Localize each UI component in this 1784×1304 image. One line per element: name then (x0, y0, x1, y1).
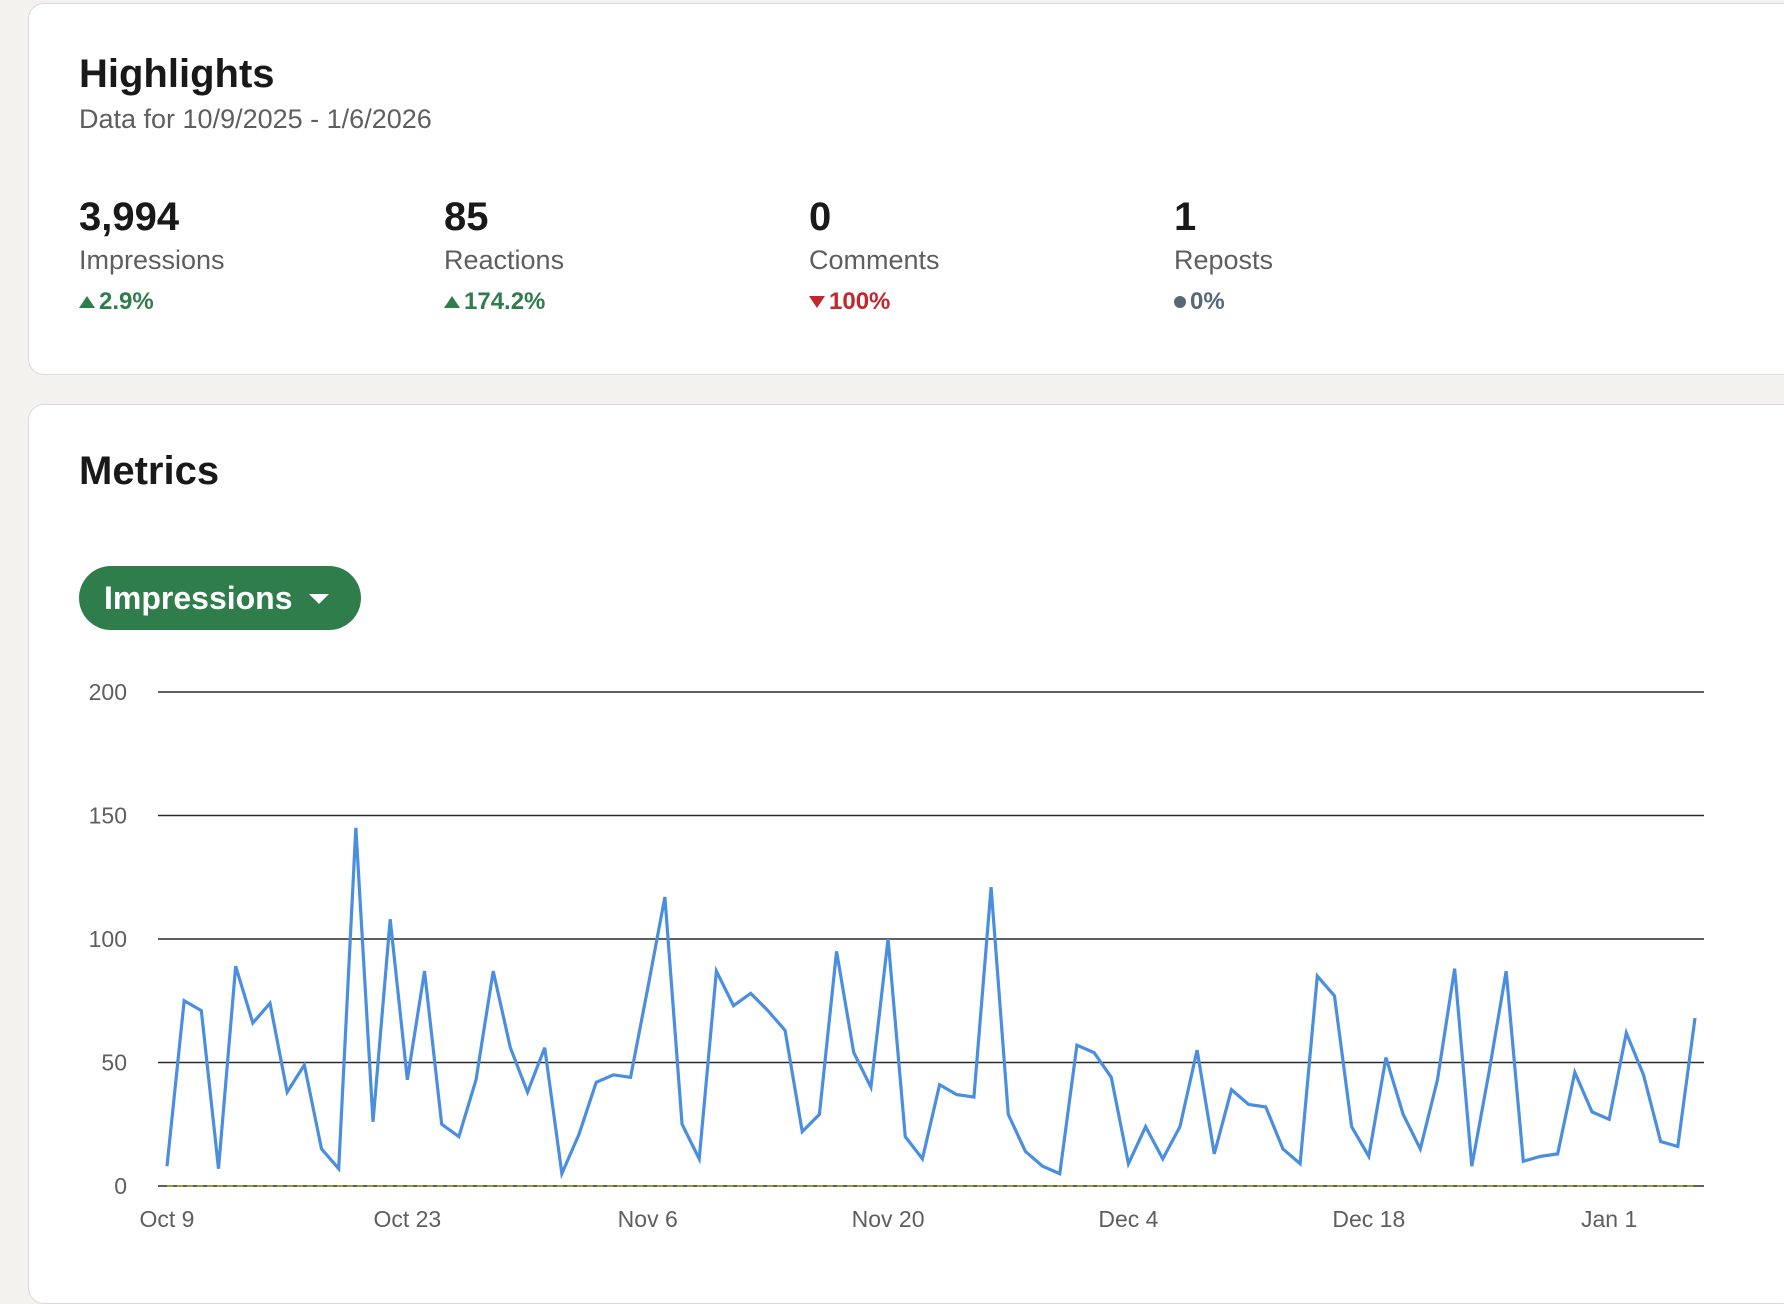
y-tick-label: 100 (89, 926, 127, 952)
neutral-dot-icon (1174, 296, 1186, 308)
stat-change-value: 0% (1190, 288, 1225, 315)
stat-label: Reactions (444, 245, 565, 275)
stat-change: 0% (1174, 288, 1574, 316)
stat-label: Impressions (79, 245, 225, 275)
stat-label: Reposts (1174, 245, 1274, 275)
stat-reactions[interactable]: 85 Reactions 174.2% (444, 194, 844, 316)
highlights-card: Highlights Data for 10/9/2025 - 1/6/2026… (28, 3, 1784, 375)
stat-value: 0 (809, 195, 832, 239)
stat-change-value: 2.9% (99, 288, 154, 315)
stat-change: 174.2% (444, 288, 844, 316)
x-tick-label: Jan 1 (1581, 1206, 1637, 1232)
y-tick-label: 150 (89, 803, 127, 829)
x-tick-label: Oct 23 (373, 1206, 441, 1232)
stat-change: 2.9% (79, 288, 479, 316)
y-tick-label: 200 (89, 679, 127, 705)
caret-down-icon (308, 594, 329, 604)
x-tick-label: Dec 18 (1332, 1206, 1405, 1232)
metric-dropdown-label: Impressions (104, 579, 293, 616)
series-line-impressions (165, 827, 1697, 1180)
stat-change: 100% (809, 288, 1209, 316)
x-tick-label: Nov 20 (852, 1206, 925, 1232)
stat-label: Comments (809, 245, 940, 275)
up-arrow-icon (444, 296, 460, 308)
stat-change-value: 100% (829, 288, 891, 315)
stat-value: 1 (1174, 195, 1197, 239)
up-arrow-icon (79, 296, 95, 308)
metrics-title: Metrics (79, 449, 220, 493)
down-arrow-icon (809, 296, 825, 308)
date-range: Data for 10/9/2025 - 1/6/2026 (79, 104, 432, 134)
metric-dropdown-button[interactable]: Impressions (79, 566, 361, 630)
stats-row: 3,994 Impressions 2.9% 85 Reactions 174.… (79, 194, 1779, 334)
stat-reposts[interactable]: 1 Reposts 0% (1174, 194, 1574, 316)
highlights-title: Highlights (79, 52, 275, 96)
impressions-line-chart: 0 50 100 150 200 Oct 9 Oct 23 Nov 6 Nov 20 Dec 4 D… (89, 679, 1704, 1232)
stat-value: 85 (444, 195, 489, 239)
y-tick-label: 50 (101, 1050, 127, 1076)
x-tick-label: Oct 9 (140, 1206, 195, 1232)
x-tick-label: Nov 6 (618, 1206, 678, 1232)
x-tick-label: Dec 4 (1098, 1206, 1158, 1232)
stat-comments[interactable]: 0 Comments 100% (809, 194, 1209, 316)
y-tick-label: 0 (114, 1173, 127, 1199)
stat-value: 3,994 (79, 195, 180, 239)
stat-impressions[interactable]: 3,994 Impressions 2.9% (79, 194, 479, 316)
metrics-card: Metrics Impressions (28, 404, 1784, 1304)
stat-change-value: 174.2% (464, 288, 546, 315)
